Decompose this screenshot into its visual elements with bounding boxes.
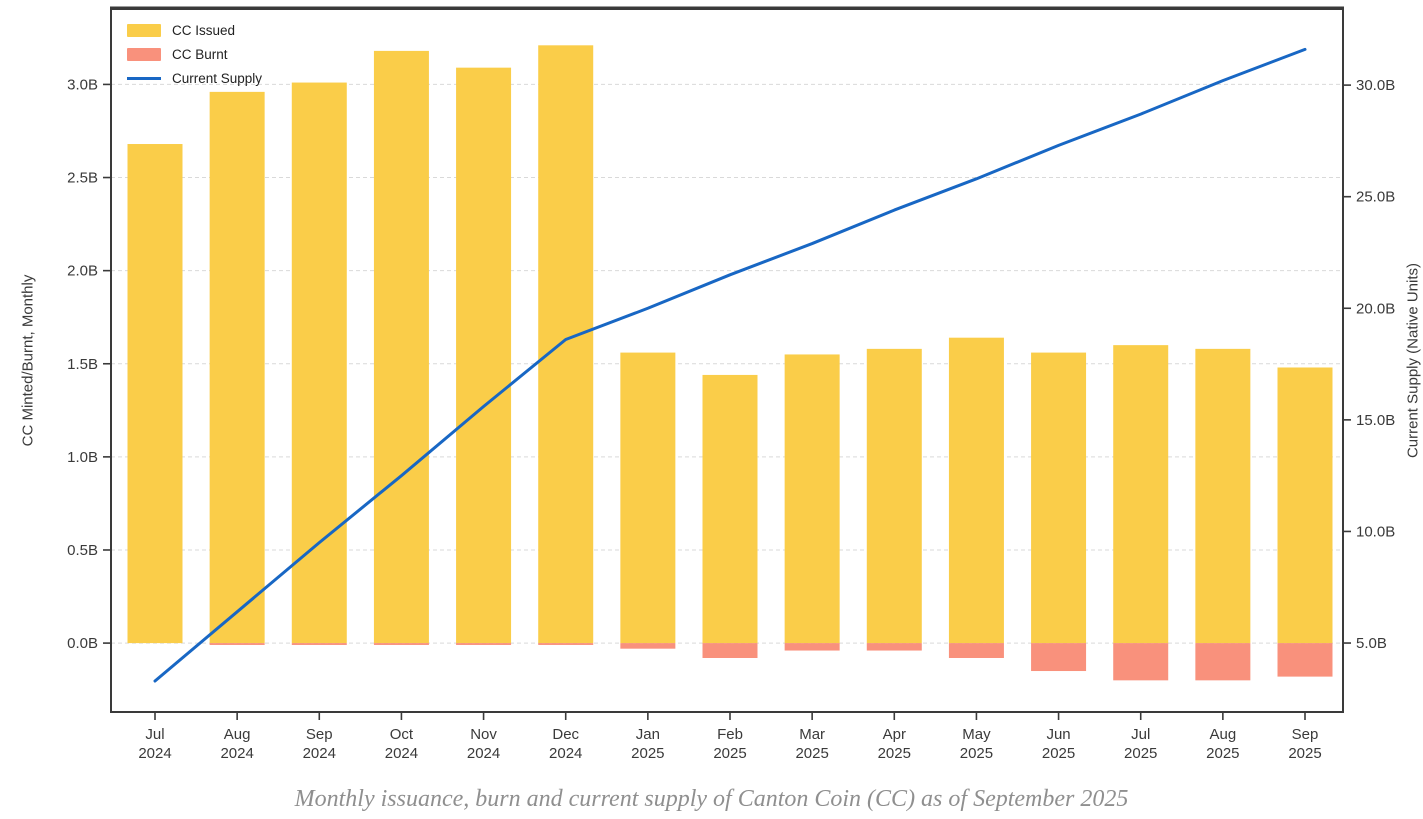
bar-cc-issued: [209, 91, 265, 644]
bar-cc-issued: [127, 144, 183, 644]
x-tick-label: Sep 2025: [1288, 726, 1321, 762]
bar-cc-burnt: [291, 643, 347, 645]
left-tick-label: 1.5B: [67, 356, 98, 373]
bar-cc-issued: [373, 50, 429, 644]
right-tick-label: 20.0B: [1356, 300, 1395, 317]
left-tick-label: 2.0B: [67, 263, 98, 280]
bar-cc-issued: [1277, 367, 1333, 644]
x-tick-label: Jun 2025: [1042, 726, 1075, 762]
bar-cc-issued: [620, 352, 676, 644]
x-tick-label: Aug 2025: [1206, 726, 1239, 762]
x-tick-label: Sep 2024: [303, 726, 336, 762]
bar-cc-burnt: [702, 643, 758, 658]
legend-item-current-supply: Current Supply: [127, 68, 262, 88]
left-tick-label: 0.0B: [67, 635, 98, 652]
bar-cc-burnt: [209, 643, 265, 645]
right-tick-label: 25.0B: [1356, 189, 1395, 206]
left-tick-label: 3.0B: [67, 76, 98, 93]
x-tick-label: Nov 2024: [467, 726, 500, 762]
cc-issued-swatch-icon: [127, 23, 161, 37]
legend-item-cc-burnt: CC Burnt: [127, 44, 262, 64]
bar-cc-issued: [1031, 352, 1087, 644]
x-tick-label: Dec 2024: [549, 726, 582, 762]
right-tick-label: 15.0B: [1356, 412, 1395, 429]
bar-cc-burnt: [373, 643, 429, 645]
current-supply-line-icon: [127, 76, 161, 80]
right-axis-label: Current Supply (Native Units): [1404, 262, 1422, 459]
bar-cc-issued: [1195, 348, 1251, 644]
bar-cc-issued: [866, 348, 922, 644]
left-axis-label: CC Minted/Burnt, Monthly: [19, 274, 37, 447]
bar-cc-issued: [1113, 345, 1169, 644]
x-tick-label: Aug 2024: [220, 726, 253, 762]
bar-cc-burnt: [1113, 643, 1169, 681]
right-tick-label: 30.0B: [1356, 77, 1395, 94]
x-tick-label: Jul 2024: [138, 726, 171, 762]
bar-cc-issued: [784, 354, 840, 644]
bar-cc-issued: [456, 67, 512, 644]
line-current-supply: [153, 47, 1307, 683]
bar-cc-burnt: [538, 643, 594, 645]
legend-label: Current Supply: [172, 70, 263, 86]
chart-caption: Monthly issuance, burn and current suppl…: [294, 786, 1129, 812]
x-tick-label: Oct 2024: [385, 726, 418, 762]
caption-container: Monthly issuance, burn and current suppl…: [0, 786, 1423, 819]
legend-item-cc-issued: CC Issued: [127, 20, 262, 40]
x-tick-label: Apr 2025: [878, 726, 911, 762]
bar-cc-issued: [538, 45, 594, 644]
legend: CC Issued CC Burnt Current Supply: [127, 20, 262, 88]
cc-burnt-swatch-icon: [127, 47, 161, 61]
bar-cc-burnt: [1195, 643, 1251, 681]
x-tick-label: Jul 2025: [1124, 726, 1157, 762]
left-tick-label: 2.5B: [67, 170, 98, 187]
bar-cc-issued: [948, 337, 1004, 644]
x-tick-label: Jan 2025: [631, 726, 664, 762]
bar-cc-burnt: [866, 643, 922, 651]
left-tick-label: 0.5B: [67, 542, 98, 559]
bar-cc-burnt: [948, 643, 1004, 658]
bar-cc-burnt: [456, 643, 512, 645]
bar-cc-burnt: [620, 643, 676, 649]
x-tick-label: May 2025: [960, 726, 993, 762]
bar-cc-issued: [291, 82, 347, 644]
x-tick-label: Mar 2025: [795, 726, 828, 762]
bar-cc-burnt: [784, 643, 840, 651]
bar-cc-burnt: [1031, 643, 1087, 672]
x-tick-label: Feb 2025: [713, 726, 746, 762]
bar-cc-issued: [702, 374, 758, 644]
legend-label: CC Burnt: [172, 46, 228, 62]
legend-label: CC Issued: [172, 22, 236, 38]
bar-cc-burnt: [1277, 643, 1333, 677]
combo-chart: 0.0B 0.5B 1.0B 1.5B 2.0B 2.5B 3.0B 5.0B 10.0B 15.…: [67, 6, 1395, 762]
right-tick-label: 5.0B: [1356, 635, 1387, 652]
left-tick-label: 1.0B: [67, 449, 98, 466]
right-tick-label: 10.0B: [1356, 523, 1395, 540]
